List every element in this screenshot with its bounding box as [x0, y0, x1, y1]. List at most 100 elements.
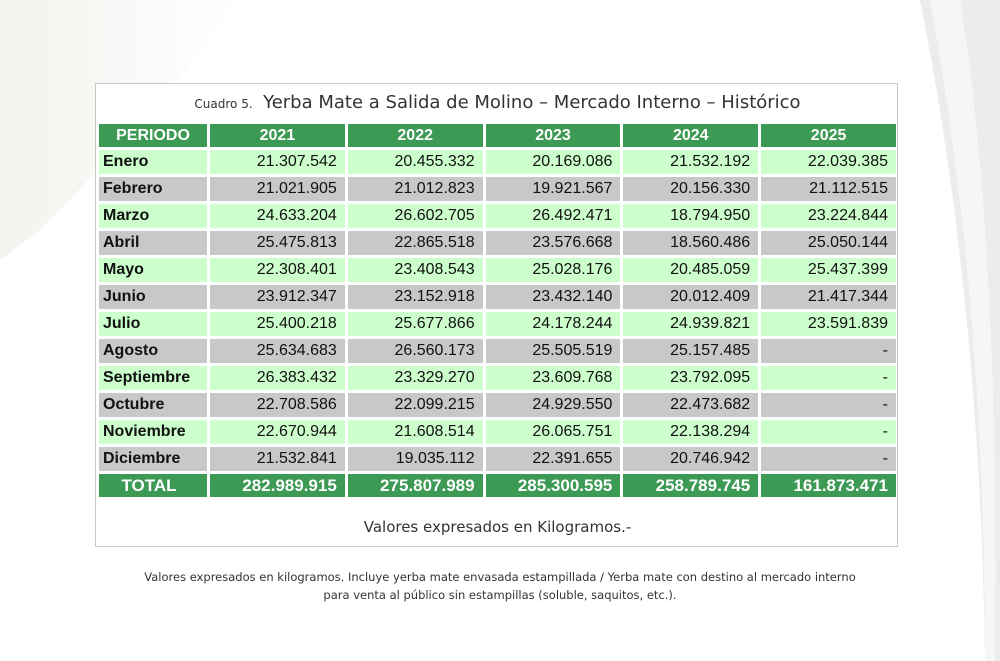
table-cell: 21.532.192 [623, 150, 759, 174]
table-row: Abril 25.475.813 22.865.518 23.576.668 18.56… [99, 231, 896, 255]
table-caption: Cuadro 5. Yerba Mate a Salida de Molino … [96, 92, 899, 113]
table-cell: - [761, 420, 896, 444]
table-cell: 22.473.682 [623, 393, 759, 417]
footnote: Valores expresados en kilogramos. Incluy… [100, 568, 900, 604]
table-cell: 24.939.821 [623, 312, 759, 336]
table-cell: 23.329.270 [347, 366, 483, 390]
table-row: Octubre 22.708.586 22.099.215 24.929.550 22.… [99, 393, 896, 417]
table-cell: 23.912.347 [210, 285, 345, 309]
table-cell: 26.065.751 [485, 420, 621, 444]
table-cell: 24.929.550 [485, 393, 621, 417]
table-cell: 25.437.399 [761, 258, 896, 282]
table-cell: - [761, 366, 896, 390]
table-cell: 20.169.086 [485, 150, 621, 174]
total-label: TOTAL [99, 474, 207, 497]
table-row: Enero 21.307.542 20.455.332 20.169.086 21.53… [99, 150, 896, 174]
table-cell: 25.505.519 [485, 339, 621, 363]
table-cell: 22.670.944 [210, 420, 345, 444]
table-row: Julio 25.400.218 25.677.866 24.178.244 24.93… [99, 312, 896, 336]
column-header-2025: 2025 [761, 124, 896, 147]
table-cell: 25.028.176 [485, 258, 621, 282]
table-cell: 23.432.140 [485, 285, 621, 309]
column-header-2022: 2022 [347, 124, 483, 147]
table-cell: 25.634.683 [210, 339, 345, 363]
table-cell: 21.021.905 [210, 177, 345, 201]
table-cell: 25.400.218 [210, 312, 345, 336]
row-label: Julio [99, 312, 207, 336]
table-cell: 20.455.332 [347, 150, 483, 174]
row-label: Abril [99, 231, 207, 255]
table-cell: 22.039.385 [761, 150, 896, 174]
table-cell: 24.633.204 [210, 204, 345, 228]
table-cell: 18.560.486 [623, 231, 759, 255]
table-cell: 23.576.668 [485, 231, 621, 255]
table-cell: 21.532.841 [210, 447, 345, 471]
table-cell: 20.485.059 [623, 258, 759, 282]
row-label: Junio [99, 285, 207, 309]
footnote-line-2: para venta al público sin estampillas (s… [323, 588, 677, 602]
header-row: PERIODO 2021 2022 2023 2024 2025 [99, 124, 896, 147]
table-cell: 25.157.485 [623, 339, 759, 363]
table-cell: - [761, 447, 896, 471]
column-header-2023: 2023 [485, 124, 621, 147]
table-cell: 20.746.942 [623, 447, 759, 471]
table-cell: 22.138.294 [623, 420, 759, 444]
table-cell: 26.560.173 [347, 339, 483, 363]
table-cell: 23.152.918 [347, 285, 483, 309]
table-row: Marzo 24.633.204 26.602.705 26.492.471 18.79… [99, 204, 896, 228]
table-cell: 25.475.813 [210, 231, 345, 255]
row-label: Mayo [99, 258, 207, 282]
table-cell: - [761, 339, 896, 363]
table-cell: 19.035.112 [347, 447, 483, 471]
table-cell: 22.865.518 [347, 231, 483, 255]
table-row: Agosto 25.634.683 26.560.173 25.505.519 25.1… [99, 339, 896, 363]
table-cell: 19.921.567 [485, 177, 621, 201]
caption-number: Cuadro 5. [194, 97, 253, 111]
table-row: Noviembre 22.670.944 21.608.514 26.065.751 2… [99, 420, 896, 444]
row-label: Septiembre [99, 366, 207, 390]
table-cell: 22.099.215 [347, 393, 483, 417]
column-header-2024: 2024 [623, 124, 759, 147]
total-cell: 285.300.595 [485, 474, 621, 497]
table-cell: 23.408.543 [347, 258, 483, 282]
units-note: Valores expresados en Kilogramos.- [363, 518, 632, 536]
total-cell: 275.807.989 [347, 474, 483, 497]
total-cell: 258.789.745 [623, 474, 759, 497]
table-cell: 25.050.144 [761, 231, 896, 255]
table-cell: 20.012.409 [623, 285, 759, 309]
table-cell: 22.308.401 [210, 258, 345, 282]
row-label: Diciembre [99, 447, 207, 471]
table-row: Mayo 22.308.401 23.408.543 25.028.176 20.485… [99, 258, 896, 282]
table-cell: 21.307.542 [210, 150, 345, 174]
caption-title: Yerba Mate a Salida de Molino – Mercado … [263, 92, 801, 113]
table-cell: 22.391.655 [485, 447, 621, 471]
row-label: Agosto [99, 339, 207, 363]
table-cell: 26.492.471 [485, 204, 621, 228]
table-cell: 21.417.344 [761, 285, 896, 309]
table-cell: 23.591.839 [761, 312, 896, 336]
table-cell: 26.602.705 [347, 204, 483, 228]
data-table: PERIODO 2021 2022 2023 2024 2025 Enero 21.307.… [96, 121, 899, 500]
total-cell: 282.989.915 [210, 474, 345, 497]
table-cell: 26.383.432 [210, 366, 345, 390]
column-header-periodo: PERIODO [99, 124, 207, 147]
table-cell: 24.178.244 [485, 312, 621, 336]
table-cell: 21.012.823 [347, 177, 483, 201]
table-cell: 25.677.866 [347, 312, 483, 336]
table-cell: 23.609.768 [485, 366, 621, 390]
footnote-line-1: Valores expresados en kilogramos. Incluy… [144, 570, 856, 584]
table-row: Junio 23.912.347 23.152.918 23.432.140 20.01… [99, 285, 896, 309]
table-cell: 20.156.330 [623, 177, 759, 201]
table-cell: 23.224.844 [761, 204, 896, 228]
total-cell: 161.873.471 [761, 474, 896, 497]
total-row: TOTAL 282.989.915 275.807.989 285.300.595 25… [99, 474, 896, 497]
table-cell: 21.608.514 [347, 420, 483, 444]
table-cell: 23.792.095 [623, 366, 759, 390]
row-label: Marzo [99, 204, 207, 228]
table-cell: - [761, 393, 896, 417]
table-row: Febrero 21.021.905 21.012.823 19.921.567 20.… [99, 177, 896, 201]
row-label: Noviembre [99, 420, 207, 444]
table-row: Septiembre 26.383.432 23.329.270 23.609.768… [99, 366, 896, 390]
row-label: Febrero [99, 177, 207, 201]
table-row: Diciembre 21.532.841 19.035.112 22.391.655 2… [99, 447, 896, 471]
